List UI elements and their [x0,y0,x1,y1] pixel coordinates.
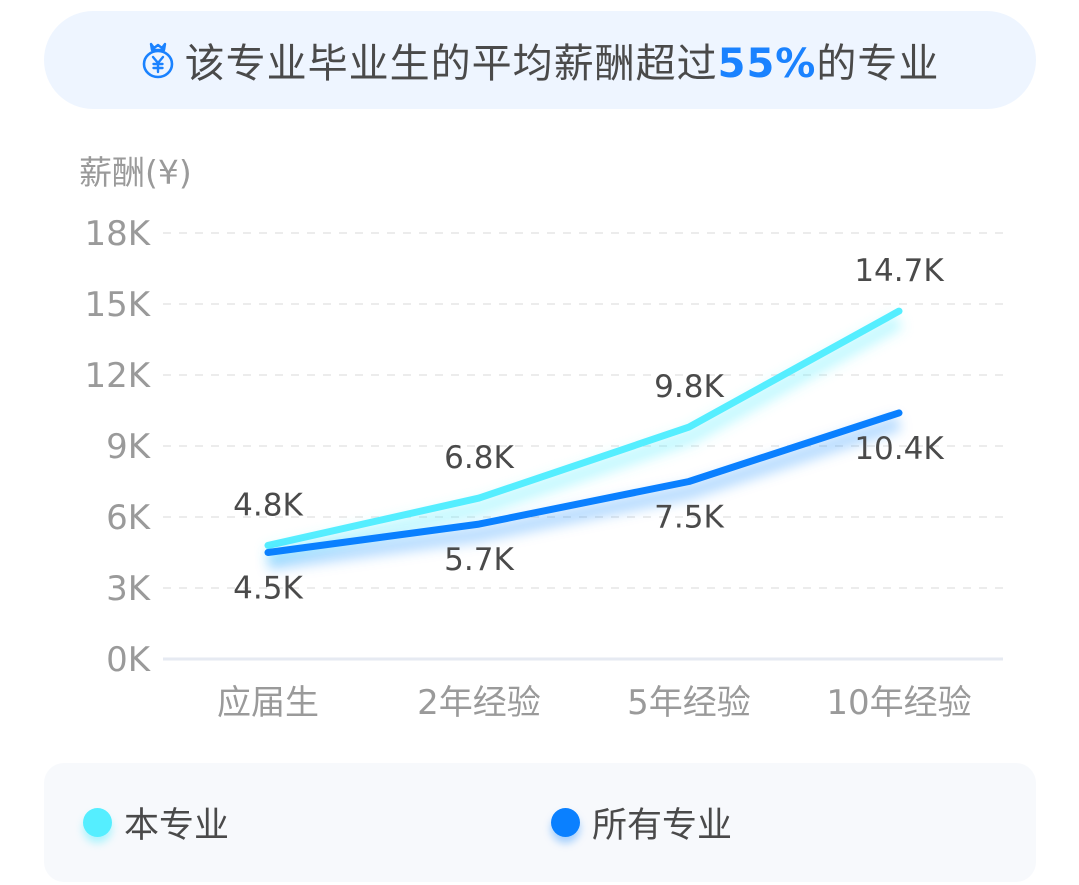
data-labels: 4.8K 6.8K 9.8K 14.7K 4.5K 5.7K 7.5K 10.4K [233,253,944,606]
y-axis-unit-label: 薪酬(¥) [79,153,192,192]
legend-label: 本专业 [124,806,230,846]
y-tick-label: 15K [84,285,151,325]
x-tick-label: 5年经验 [627,683,751,723]
legend-dot-icon [83,808,112,837]
series-shadow [266,415,902,571]
data-point-label: 10.4K [854,431,944,467]
chart-title-banner: 该专业毕业生的平均薪酬超过55%的专业 [44,11,1036,109]
title-suffix: 的专业 [816,41,940,87]
data-point-label: 6.8K [444,440,514,476]
series-line-0 [264,307,903,549]
y-axis-ticks: 0K 3K 6K 9K 12K 15K 18K [84,214,151,680]
series-shadow [266,314,903,564]
y-tick-label: 0K [106,640,152,680]
data-point-label: 7.5K [654,500,724,536]
legend-item-this-major[interactable]: 本专业 [83,763,229,882]
chart-title-row: 该专业毕业生的平均薪酬超过55%的专业 [141,31,940,89]
legend-item-all-majors[interactable]: 所有专业 [551,763,732,882]
chart-legend: 本专业 所有专业 [44,763,1036,882]
chart-series [264,307,903,571]
y-tick-label: 6K [106,498,152,538]
data-point-label: 5.7K [444,542,514,578]
y-tick-label: 9K [106,427,152,467]
data-point-label: 4.5K [233,571,303,607]
series-line-1 [264,409,903,556]
x-tick-label: 2年经验 [417,683,541,723]
y-tick-label: 12K [84,356,151,396]
y-tick-label: 18K [84,214,151,254]
y-tick-label: 3K [106,569,152,609]
legend-label: 所有专业 [592,806,733,846]
data-point-label: 14.7K [854,253,944,289]
data-point-label: 4.8K [233,487,303,523]
title-prefix: 该专业毕业生的平均薪酬超过 [184,41,718,87]
x-tick-label: 10年经验 [826,683,971,723]
x-tick-label: 应届生 [217,683,319,723]
legend-dot-icon [551,808,580,837]
money-bag-yen-icon [142,42,173,79]
x-axis-ticks: 应届生 2年经验 5年经验 10年经验 [217,683,972,723]
data-point-label: 9.8K [654,369,724,405]
chart-title: 该专业毕业生的平均薪酬超过55%的专业 [185,31,940,89]
title-highlight-percent: 55% [717,41,817,87]
